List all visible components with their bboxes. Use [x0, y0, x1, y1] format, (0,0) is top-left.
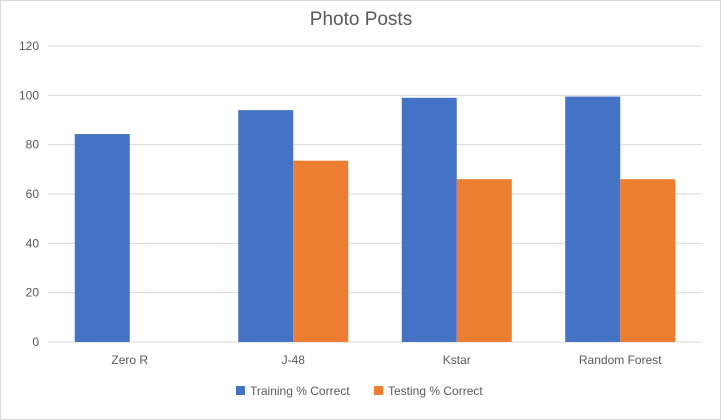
y-tick-label: 60	[26, 187, 40, 201]
bar-training-correct-zero-r	[74, 134, 130, 342]
y-tick-label: 20	[26, 286, 40, 300]
y-tick-label: 120	[19, 39, 39, 53]
chart-title: Photo Posts	[310, 9, 412, 30]
y-tick-label: 0	[32, 335, 39, 349]
bar-training-correct-kstar	[401, 97, 457, 342]
x-tick-label: Zero R	[111, 353, 148, 367]
x-tick-label: Random Forest	[579, 353, 662, 367]
bars	[74, 96, 676, 342]
legend-label: Training % Correct	[250, 384, 350, 398]
y-axis-ticks: 0 20 40 60 80 100 120	[19, 39, 39, 349]
bar-testing-correct-j-48	[293, 160, 349, 342]
bar-testing-correct-kstar	[456, 179, 512, 342]
bar-testing-correct-random-forest	[620, 179, 676, 342]
bar-training-correct-j-48	[238, 110, 294, 342]
y-tick-label: 40	[26, 236, 40, 250]
legend-label: Testing % Correct	[388, 384, 483, 398]
bar-training-correct-random-forest	[565, 96, 621, 342]
x-tick-label: Kstar	[443, 353, 471, 367]
x-axis-ticks: Zero R J-48 Kstar Random Forest	[111, 353, 662, 367]
legend-swatch	[236, 386, 245, 395]
x-tick-label: J-48	[282, 353, 306, 367]
legend-swatch	[374, 386, 383, 395]
y-tick-label: 100	[19, 88, 39, 102]
legend: Training % Correct Testing % Correct	[236, 384, 483, 398]
gridlines	[48, 45, 702, 343]
y-tick-label: 80	[26, 138, 40, 152]
